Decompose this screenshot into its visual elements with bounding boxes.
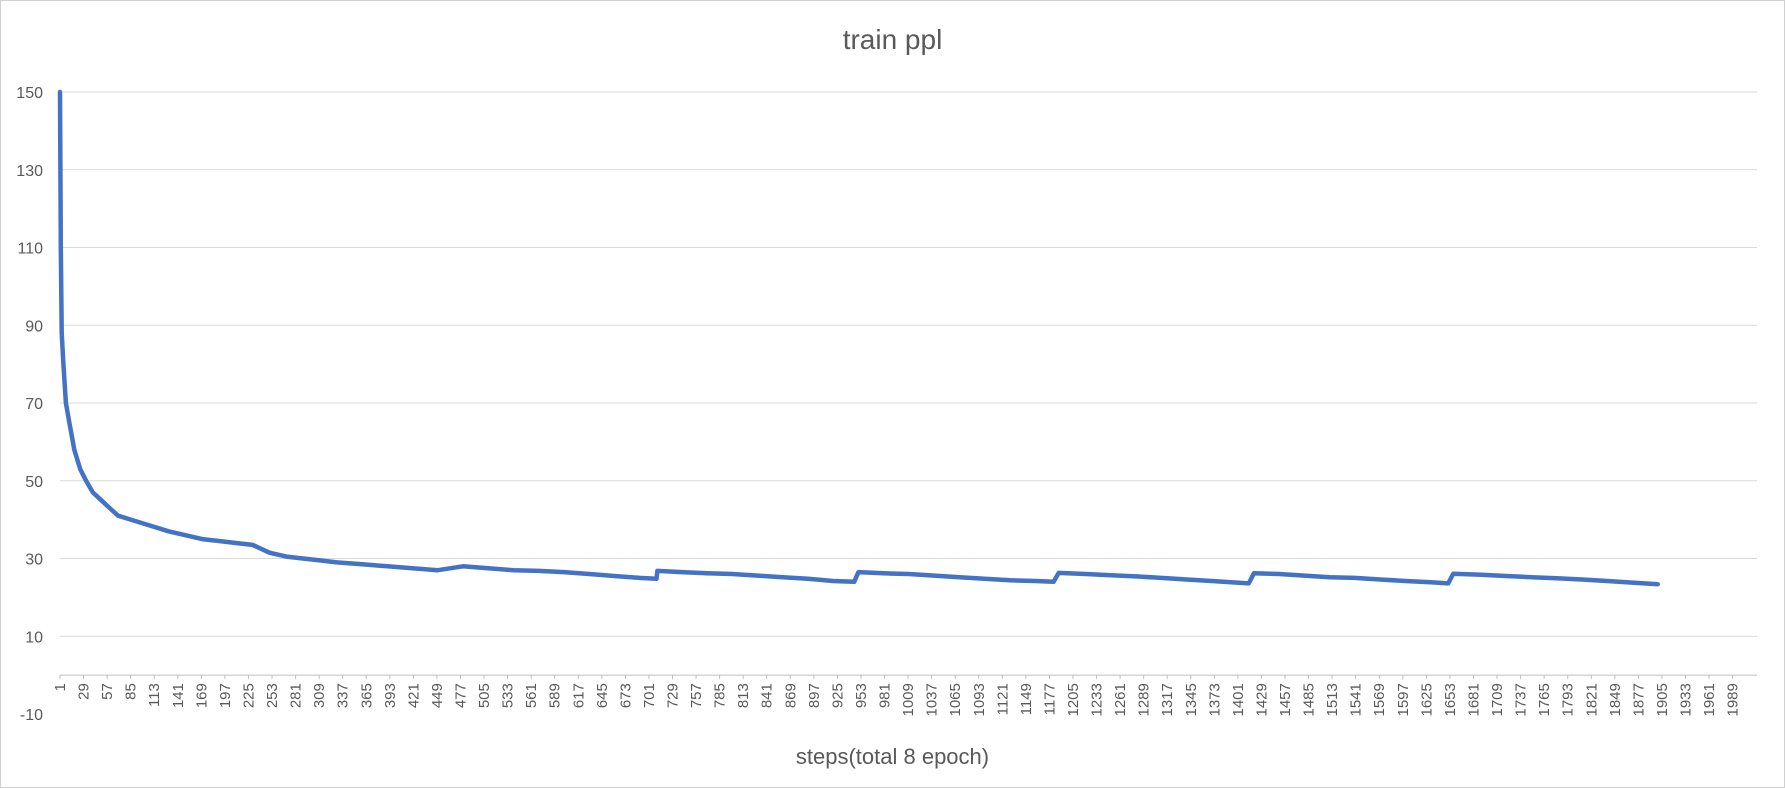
x-tick-label: 1569 bbox=[1371, 683, 1388, 716]
x-tick-label: 365 bbox=[358, 683, 375, 708]
x-tick-label: 1513 bbox=[1324, 683, 1341, 716]
x-tick-label: 85 bbox=[123, 683, 140, 700]
y-tick-label: 130 bbox=[16, 163, 43, 180]
train-ppl-series-line bbox=[57, 89, 1660, 587]
x-tick-label: 141 bbox=[170, 683, 187, 708]
x-tick-label: 1009 bbox=[900, 683, 917, 716]
y-tick-label: 50 bbox=[25, 474, 43, 491]
x-tick-label: 869 bbox=[782, 683, 799, 708]
y-tick-label: 110 bbox=[17, 241, 43, 258]
x-tick-label: 617 bbox=[570, 683, 587, 708]
x-tick-label: 1849 bbox=[1607, 683, 1624, 716]
x-tick-label: 1821 bbox=[1583, 683, 1600, 716]
x-tick-label: 1541 bbox=[1348, 683, 1365, 716]
x-tick-label: 505 bbox=[476, 683, 493, 708]
x-tick-label: 1177 bbox=[1041, 683, 1058, 715]
y-tick-label: 150 bbox=[16, 85, 43, 102]
x-tick-label: 953 bbox=[853, 683, 870, 708]
x-tick-label: 701 bbox=[641, 683, 658, 708]
x-tick-label: 1709 bbox=[1489, 683, 1506, 716]
x-tick-label: 1933 bbox=[1677, 683, 1694, 716]
x-tick-label: 1401 bbox=[1230, 683, 1247, 716]
x-tick-label: 253 bbox=[264, 683, 281, 708]
x-tick-label: 29 bbox=[76, 683, 93, 700]
x-tick-label: 645 bbox=[594, 683, 611, 708]
x-tick-label: 1429 bbox=[1253, 683, 1270, 716]
y-tick-label: 90 bbox=[25, 318, 43, 335]
x-tick-label: 1681 bbox=[1465, 683, 1482, 716]
x-tick-label: 589 bbox=[547, 683, 564, 708]
x-tick-label: 169 bbox=[193, 683, 210, 708]
x-tick-label: 1289 bbox=[1136, 683, 1153, 716]
x-tick-label: 561 bbox=[523, 683, 540, 708]
x-tick-label: 449 bbox=[429, 683, 446, 708]
x-tick-label: 897 bbox=[806, 683, 823, 708]
x-tick-label: 1 bbox=[52, 683, 69, 691]
x-tick-label: 309 bbox=[311, 683, 328, 708]
x-tick-label: 1597 bbox=[1395, 683, 1412, 716]
chart-title: train ppl bbox=[842, 24, 943, 55]
x-tick-label: 1345 bbox=[1183, 683, 1200, 716]
x-tick-label: 729 bbox=[665, 683, 682, 708]
x-tick-label: 925 bbox=[829, 683, 846, 708]
x-tick-label: 1373 bbox=[1206, 683, 1223, 716]
x-tick-label: 1065 bbox=[947, 683, 964, 716]
x-tick-label: 533 bbox=[500, 683, 517, 708]
x-tick-label: 1037 bbox=[924, 683, 941, 716]
x-tick-label: 981 bbox=[877, 683, 894, 708]
y-tick-label: -10 bbox=[20, 707, 43, 724]
x-tick-label: 1317 bbox=[1159, 683, 1176, 716]
y-tick-label: 30 bbox=[25, 552, 43, 569]
x-tick-label: 337 bbox=[335, 683, 352, 708]
y-tick-label: 70 bbox=[25, 396, 43, 413]
x-tick-label: 1625 bbox=[1418, 683, 1435, 716]
x-tick-label: 57 bbox=[99, 683, 116, 700]
x-tick-label: 197 bbox=[217, 683, 234, 708]
x-tick-label: 1653 bbox=[1442, 683, 1459, 716]
x-tick-label: 1989 bbox=[1725, 683, 1742, 716]
x-tick-label: 113 bbox=[146, 683, 163, 707]
x-tick-label: 393 bbox=[382, 683, 399, 708]
x-tick-label: 477 bbox=[452, 683, 469, 708]
x-tick-label: 1905 bbox=[1654, 683, 1671, 716]
x-tick-label: 225 bbox=[240, 683, 257, 708]
x-tick-label: 1261 bbox=[1112, 683, 1129, 716]
x-tick-label: 757 bbox=[688, 683, 705, 708]
x-axis-label: steps(total 8 epoch) bbox=[795, 744, 990, 769]
x-tick-label: 673 bbox=[617, 683, 634, 708]
x-tick-label: 421 bbox=[405, 683, 422, 708]
x-tick-label: 1121 bbox=[994, 683, 1011, 715]
x-tick-label: 1457 bbox=[1277, 683, 1294, 716]
x-tick-label: 1093 bbox=[971, 683, 988, 716]
x-tick-label: 813 bbox=[735, 683, 752, 708]
y-tick-label: 10 bbox=[25, 629, 43, 646]
x-tick-label: 1765 bbox=[1536, 683, 1553, 716]
x-tick-label: 1961 bbox=[1701, 683, 1718, 716]
x-tick-label: 281 bbox=[288, 683, 305, 708]
x-tick-label: 1149 bbox=[1018, 683, 1035, 715]
x-tick-label: 785 bbox=[712, 683, 729, 708]
x-tick-label: 1877 bbox=[1630, 683, 1647, 716]
x-tick-label: 1793 bbox=[1560, 683, 1577, 716]
x-tick-label: 841 bbox=[759, 683, 776, 708]
x-tick-label: 1233 bbox=[1089, 683, 1106, 716]
x-tick-label: 1737 bbox=[1513, 683, 1530, 716]
x-tick-label: 1205 bbox=[1065, 683, 1082, 716]
x-tick-label: 1485 bbox=[1301, 683, 1318, 716]
